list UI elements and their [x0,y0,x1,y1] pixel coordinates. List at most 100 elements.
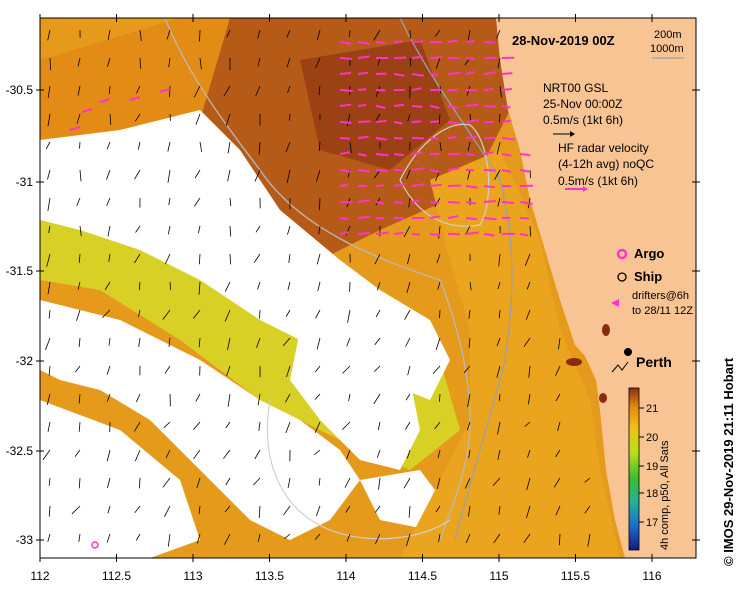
hf-vector [357,120,371,123]
hf-vector [411,233,421,236]
current-vector [102,309,111,319]
hf-vector [393,183,406,187]
hf-vector [429,201,439,205]
current-vector [104,281,111,290]
current-vector [496,141,501,155]
current-vector [78,393,81,404]
current-vector [79,225,82,237]
current-vector [496,337,501,347]
current-vector [199,141,203,152]
current-vector [229,197,232,207]
hf-vector [411,40,423,43]
current-vector [285,393,291,403]
current-vector [227,141,231,154]
current-vector [134,505,141,514]
current-vector [315,57,321,69]
hf-vector [375,184,385,187]
hf-vector [357,55,370,59]
current-vector [138,281,141,291]
current-vector [285,309,291,317]
current-vector [225,113,231,126]
current-vector [75,365,81,373]
hf-vector [465,40,475,43]
current-vector [135,225,141,233]
plot-frame [39,17,697,559]
current-vector [78,477,81,489]
hf-vector [447,39,458,43]
current-vector [283,505,291,516]
argo-icon [616,248,628,260]
current-vector [314,421,321,433]
current-vector [342,365,351,374]
current-vector [282,337,291,346]
hf-vector [465,201,476,205]
hf-vector [393,231,404,235]
current-vector [139,29,142,41]
current-vector [48,477,51,486]
colorbar-tick-label: 18 [646,488,658,500]
current-vector [139,477,141,489]
current-vector [346,449,351,460]
hf-vector [519,153,531,157]
current-vector [314,365,321,373]
current-vector [224,309,231,322]
current-vector [525,309,531,320]
current-vector [168,337,171,347]
current-vector [106,197,111,206]
current-vector [287,477,291,488]
hf-vector [483,41,496,44]
hf-vector [375,201,385,205]
current-vector [524,421,531,427]
current-vector [438,113,441,124]
ship-icon [617,272,627,282]
current-vector [134,169,141,180]
current-vector [407,113,411,122]
hf-vector [501,119,512,123]
hf-vector [429,105,440,109]
hf-vector [519,201,533,205]
hf-vector [339,183,349,187]
current-vector [257,57,261,67]
hf-vector [411,73,424,77]
current-vector [527,449,531,458]
current-vector [194,169,201,179]
hf-vector [339,231,349,235]
hf-vector [357,103,367,107]
hf-vector [501,169,512,173]
current-vector [42,449,51,460]
hf-vector [339,89,353,93]
current-vector [138,309,141,318]
current-vector [315,505,321,516]
current-vector [198,337,201,348]
current-vector [46,253,51,267]
current-vector [467,169,471,180]
hf-vector [411,199,421,203]
current-vector [193,85,201,98]
current-vector [106,365,111,375]
current-vector [316,253,321,265]
current-vector [107,225,111,237]
current-vector [138,337,141,347]
current-vector [555,505,561,516]
hf-vector [339,137,351,140]
current-vector [108,253,111,262]
current-vector [434,29,441,37]
hf-vector [447,136,457,139]
hf-vector [393,121,403,125]
hf-vector [393,73,405,77]
x-tick-label: 114.5 [408,569,437,583]
current-vector [167,225,171,235]
current-vector [134,113,141,122]
current-vector [314,449,321,455]
hf-vector [483,185,495,189]
current-vector [225,477,231,486]
x-tick-label: 113 [183,569,202,583]
current-vector [286,169,291,183]
current-vector [224,281,231,292]
hf-radar-coverage [399,123,490,227]
legend-1000m: 1000m [650,43,684,55]
current-vector [78,533,81,543]
current-vector [195,393,201,402]
drifters-label-2: to 28/11 12Z [632,305,693,317]
